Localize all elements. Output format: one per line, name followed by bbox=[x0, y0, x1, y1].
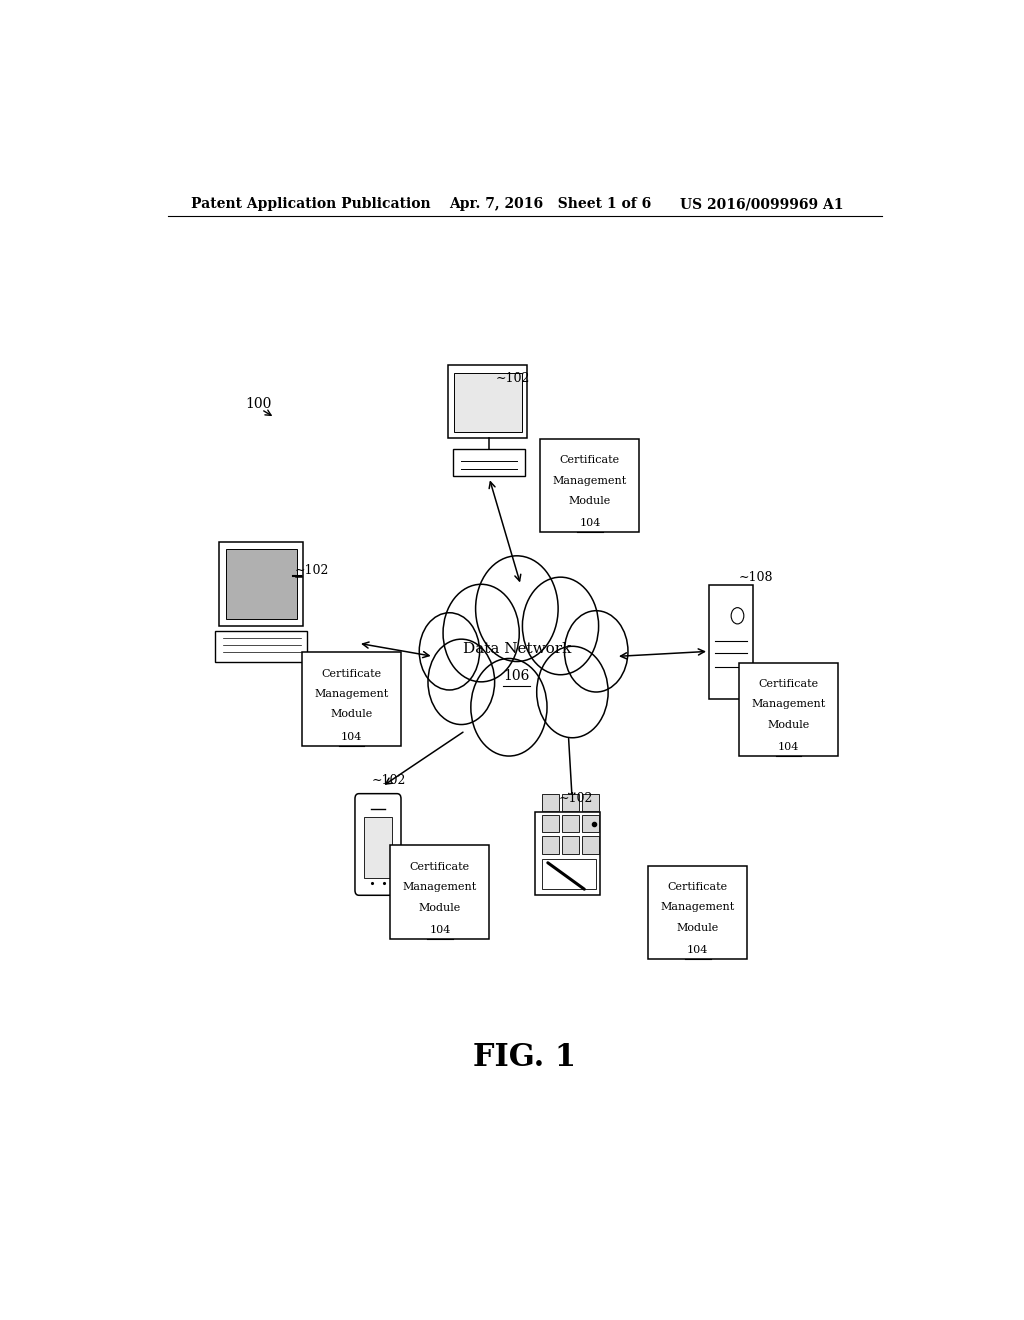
FancyBboxPatch shape bbox=[582, 837, 599, 854]
Text: 104: 104 bbox=[341, 731, 362, 742]
Text: Certificate: Certificate bbox=[668, 882, 728, 892]
Circle shape bbox=[522, 577, 599, 675]
Circle shape bbox=[475, 556, 558, 661]
Text: FIG. 1: FIG. 1 bbox=[473, 1043, 577, 1073]
Text: Module: Module bbox=[331, 709, 373, 719]
Text: US 2016/0099969 A1: US 2016/0099969 A1 bbox=[680, 197, 843, 211]
Text: ∼102: ∼102 bbox=[559, 792, 593, 805]
Text: 104: 104 bbox=[580, 517, 600, 528]
FancyBboxPatch shape bbox=[562, 837, 579, 854]
Circle shape bbox=[465, 585, 585, 738]
Text: Module: Module bbox=[419, 903, 461, 912]
Text: 104: 104 bbox=[687, 945, 709, 954]
Text: Management: Management bbox=[660, 903, 735, 912]
Circle shape bbox=[537, 647, 608, 738]
Text: 106: 106 bbox=[504, 669, 530, 682]
Text: Certificate: Certificate bbox=[560, 455, 620, 465]
FancyBboxPatch shape bbox=[541, 440, 639, 532]
Text: Patent Application Publication: Patent Application Publication bbox=[191, 197, 431, 211]
Text: Data Network: Data Network bbox=[463, 643, 571, 656]
Text: 104: 104 bbox=[777, 742, 799, 751]
Circle shape bbox=[428, 639, 495, 725]
Text: Module: Module bbox=[767, 719, 809, 730]
Text: Certificate: Certificate bbox=[322, 669, 382, 678]
FancyBboxPatch shape bbox=[355, 793, 401, 895]
FancyBboxPatch shape bbox=[738, 663, 838, 756]
Text: ∼102: ∼102 bbox=[372, 774, 406, 787]
Text: ∼102: ∼102 bbox=[295, 564, 329, 577]
FancyBboxPatch shape bbox=[302, 652, 401, 746]
Text: Management: Management bbox=[402, 882, 477, 892]
FancyBboxPatch shape bbox=[562, 814, 579, 833]
FancyBboxPatch shape bbox=[215, 631, 306, 661]
Text: ∼102: ∼102 bbox=[496, 372, 529, 385]
Circle shape bbox=[564, 611, 628, 692]
FancyBboxPatch shape bbox=[543, 793, 559, 810]
FancyBboxPatch shape bbox=[562, 793, 579, 810]
Text: Certificate: Certificate bbox=[758, 678, 818, 689]
FancyBboxPatch shape bbox=[543, 814, 559, 833]
Text: Certificate: Certificate bbox=[410, 862, 470, 871]
FancyBboxPatch shape bbox=[582, 793, 599, 810]
FancyBboxPatch shape bbox=[543, 837, 559, 854]
Text: Module: Module bbox=[568, 496, 611, 506]
Circle shape bbox=[471, 659, 547, 756]
Text: 104: 104 bbox=[429, 924, 451, 935]
FancyBboxPatch shape bbox=[648, 866, 748, 960]
FancyBboxPatch shape bbox=[390, 846, 489, 939]
Circle shape bbox=[443, 585, 519, 682]
Text: Apr. 7, 2016   Sheet 1 of 6: Apr. 7, 2016 Sheet 1 of 6 bbox=[450, 197, 651, 211]
Text: Management: Management bbox=[752, 700, 825, 709]
FancyBboxPatch shape bbox=[543, 859, 596, 890]
Text: Module: Module bbox=[677, 923, 719, 933]
Text: 100: 100 bbox=[246, 397, 271, 412]
Circle shape bbox=[419, 612, 479, 690]
FancyBboxPatch shape bbox=[454, 449, 524, 475]
Text: ∼108: ∼108 bbox=[739, 570, 773, 583]
FancyBboxPatch shape bbox=[364, 817, 392, 878]
FancyBboxPatch shape bbox=[582, 814, 599, 833]
FancyBboxPatch shape bbox=[709, 585, 753, 700]
FancyBboxPatch shape bbox=[225, 549, 297, 619]
FancyBboxPatch shape bbox=[219, 541, 303, 626]
FancyBboxPatch shape bbox=[455, 372, 521, 432]
FancyBboxPatch shape bbox=[536, 812, 600, 895]
FancyBboxPatch shape bbox=[447, 364, 527, 438]
Text: Management: Management bbox=[553, 475, 627, 486]
Text: Management: Management bbox=[314, 689, 389, 700]
